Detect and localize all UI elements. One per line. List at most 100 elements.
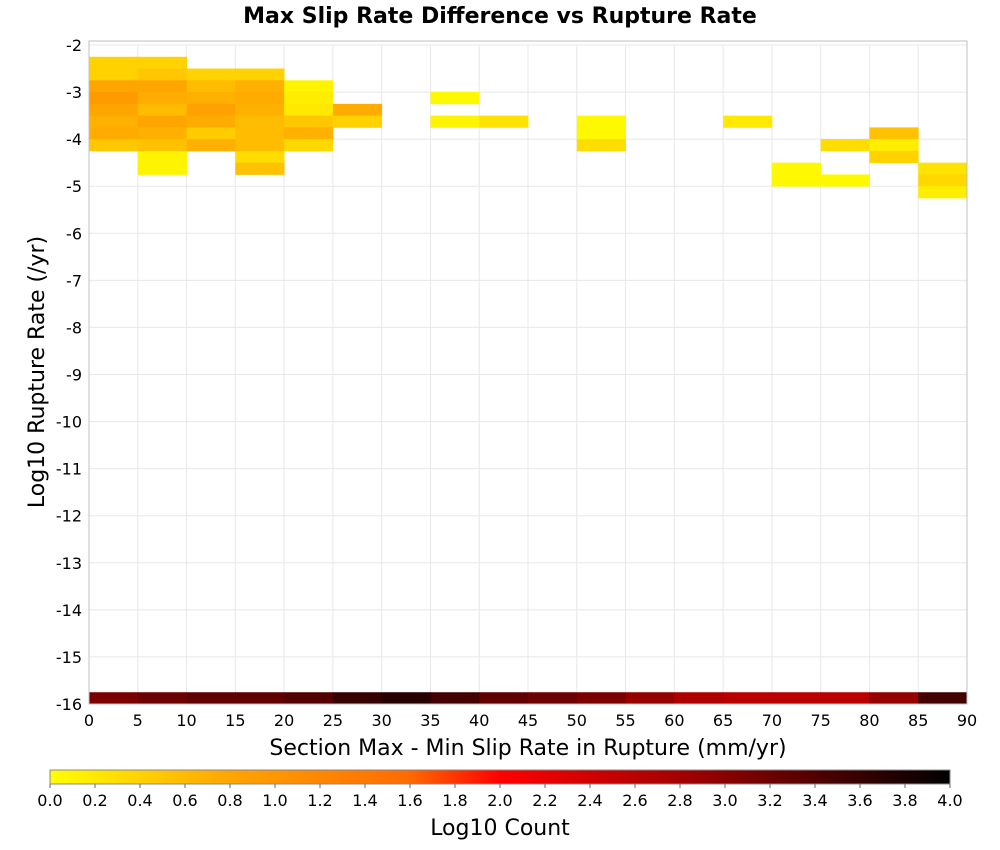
heatmap-cell — [137, 692, 187, 705]
colorbar-tick-label: 0.0 — [37, 791, 62, 810]
heatmap-cell — [89, 80, 139, 93]
heatmap-cell — [674, 692, 724, 705]
heatmap-cell — [235, 92, 285, 105]
x-tick-label: 15 — [225, 711, 245, 730]
y-tick-label: -4 — [66, 130, 82, 149]
heatmap-cell — [89, 115, 139, 128]
colorbar-tick-label: 2.0 — [487, 791, 512, 810]
heatmap-cell — [235, 68, 285, 81]
x-tick-label: 65 — [713, 711, 733, 730]
heatmap-cell — [89, 139, 139, 152]
y-tick-label: -7 — [66, 271, 82, 290]
x-tick-label: 85 — [908, 711, 928, 730]
y-tick-label: -8 — [66, 318, 82, 337]
heatmap-cell — [430, 692, 480, 705]
heatmap-cell — [723, 115, 773, 128]
heatmap-cell — [381, 692, 431, 705]
heatmap-cell — [869, 127, 919, 140]
colorbar-tick-label: 3.4 — [802, 791, 827, 810]
y-tick-label: -12 — [56, 507, 82, 526]
x-tick-label: 75 — [810, 711, 830, 730]
heatmap-cell — [89, 127, 139, 140]
heatmap-cell — [89, 692, 139, 705]
heatmap-cell — [771, 162, 822, 175]
heatmap-cell — [137, 162, 187, 175]
colorbar-tick-label: 1.0 — [262, 791, 287, 810]
heatmap-cell — [332, 692, 383, 705]
y-tick-label: -16 — [56, 695, 82, 714]
heatmap-cell — [918, 692, 968, 705]
heatmap-cell — [284, 115, 334, 128]
heatmap-cell — [918, 174, 968, 187]
heatmap-cell — [137, 115, 187, 128]
heatmap-cell — [625, 692, 675, 705]
y-axis-title: Log10 Rupture Rate (/yr) — [25, 236, 50, 508]
heatmap-cell — [235, 692, 285, 705]
heatmap-cell — [332, 115, 383, 128]
colorbar-tick-label: 1.4 — [352, 791, 377, 810]
heatmap-cell — [89, 103, 139, 117]
y-axis-ticks: -2 -3 -4 -5 -6 -7 -8 -9 -10 -11 -12 -13 -14 -15 -16 — [56, 36, 82, 714]
heatmap-cell — [137, 127, 187, 140]
y-tick-label: -3 — [66, 83, 82, 102]
x-tick-label: 90 — [957, 711, 977, 730]
heatmap-cell — [332, 103, 383, 117]
y-tick-label: -11 — [56, 460, 82, 479]
heatmap-cell — [820, 139, 870, 152]
heatmap-cell — [869, 692, 919, 705]
heatmap-cell — [723, 692, 773, 705]
heatmap-cell — [479, 115, 529, 128]
heatmap-cell — [235, 139, 285, 152]
x-tick-label: 0 — [84, 711, 94, 730]
x-tick-label: 20 — [274, 711, 294, 730]
heatmap-cell — [186, 80, 236, 93]
chart-title: Max Slip Rate Difference vs Rupture Rate — [243, 4, 757, 29]
heatmap-cell — [430, 92, 480, 105]
x-tick-label: 35 — [420, 711, 440, 730]
colorbar-tick-label: 0.4 — [127, 791, 152, 810]
heatmap-cell — [137, 103, 187, 117]
y-tick-label: -15 — [56, 648, 82, 667]
colorbar — [49, 769, 951, 785]
heatmap-cell — [235, 115, 285, 128]
heatmap-cell — [284, 127, 334, 140]
x-tick-label: 25 — [323, 711, 343, 730]
heatmap-cell — [137, 139, 187, 152]
heatmap-cell — [771, 174, 822, 187]
heatmap-cells — [89, 56, 968, 705]
colorbar-tick-label: 0.6 — [172, 791, 197, 810]
x-axis-ticks: 0 5 10 15 20 25 30 35 40 45 50 55 60 65 70 75 80 85 90 — [84, 711, 977, 730]
x-tick-label: 80 — [859, 711, 879, 730]
heatmap-cell — [235, 103, 285, 117]
heatmap-cell — [235, 162, 285, 175]
colorbar-tick-label: 2.8 — [667, 791, 692, 810]
colorbar-tick-label: 3.0 — [712, 791, 737, 810]
heatmap-cell — [137, 68, 187, 81]
colorbar-tick-label: 3.8 — [892, 791, 917, 810]
heatmap-cell — [235, 127, 285, 140]
colorbar-tick-label: 2.2 — [532, 791, 557, 810]
heatmap-cell — [771, 692, 822, 705]
y-tick-label: -13 — [56, 554, 82, 573]
colorbar-tick-label: 3.2 — [757, 791, 782, 810]
x-tick-label: 45 — [518, 711, 538, 730]
y-tick-label: -2 — [66, 36, 82, 55]
heatmap-cell — [284, 80, 334, 93]
heatmap-cell — [284, 92, 334, 105]
heatmap-cell — [186, 68, 236, 81]
heatmap-cell — [89, 92, 139, 105]
heatmap-cell — [137, 150, 187, 164]
x-tick-label: 60 — [664, 711, 684, 730]
colorbar-tick-label: 1.6 — [397, 791, 422, 810]
x-tick-label: 55 — [615, 711, 635, 730]
heatmap-cell — [284, 139, 334, 152]
x-tick-label: 50 — [567, 711, 587, 730]
colorbar-title: Log10 Count — [430, 816, 570, 841]
heatmap-cell — [576, 139, 626, 152]
heatmap-cell — [576, 115, 626, 128]
colorbar-tick-label: 4.0 — [937, 791, 962, 810]
heatmap-cell — [186, 139, 236, 152]
colorbar-tick-label: 1.8 — [442, 791, 467, 810]
heatmap-cell — [284, 692, 334, 705]
